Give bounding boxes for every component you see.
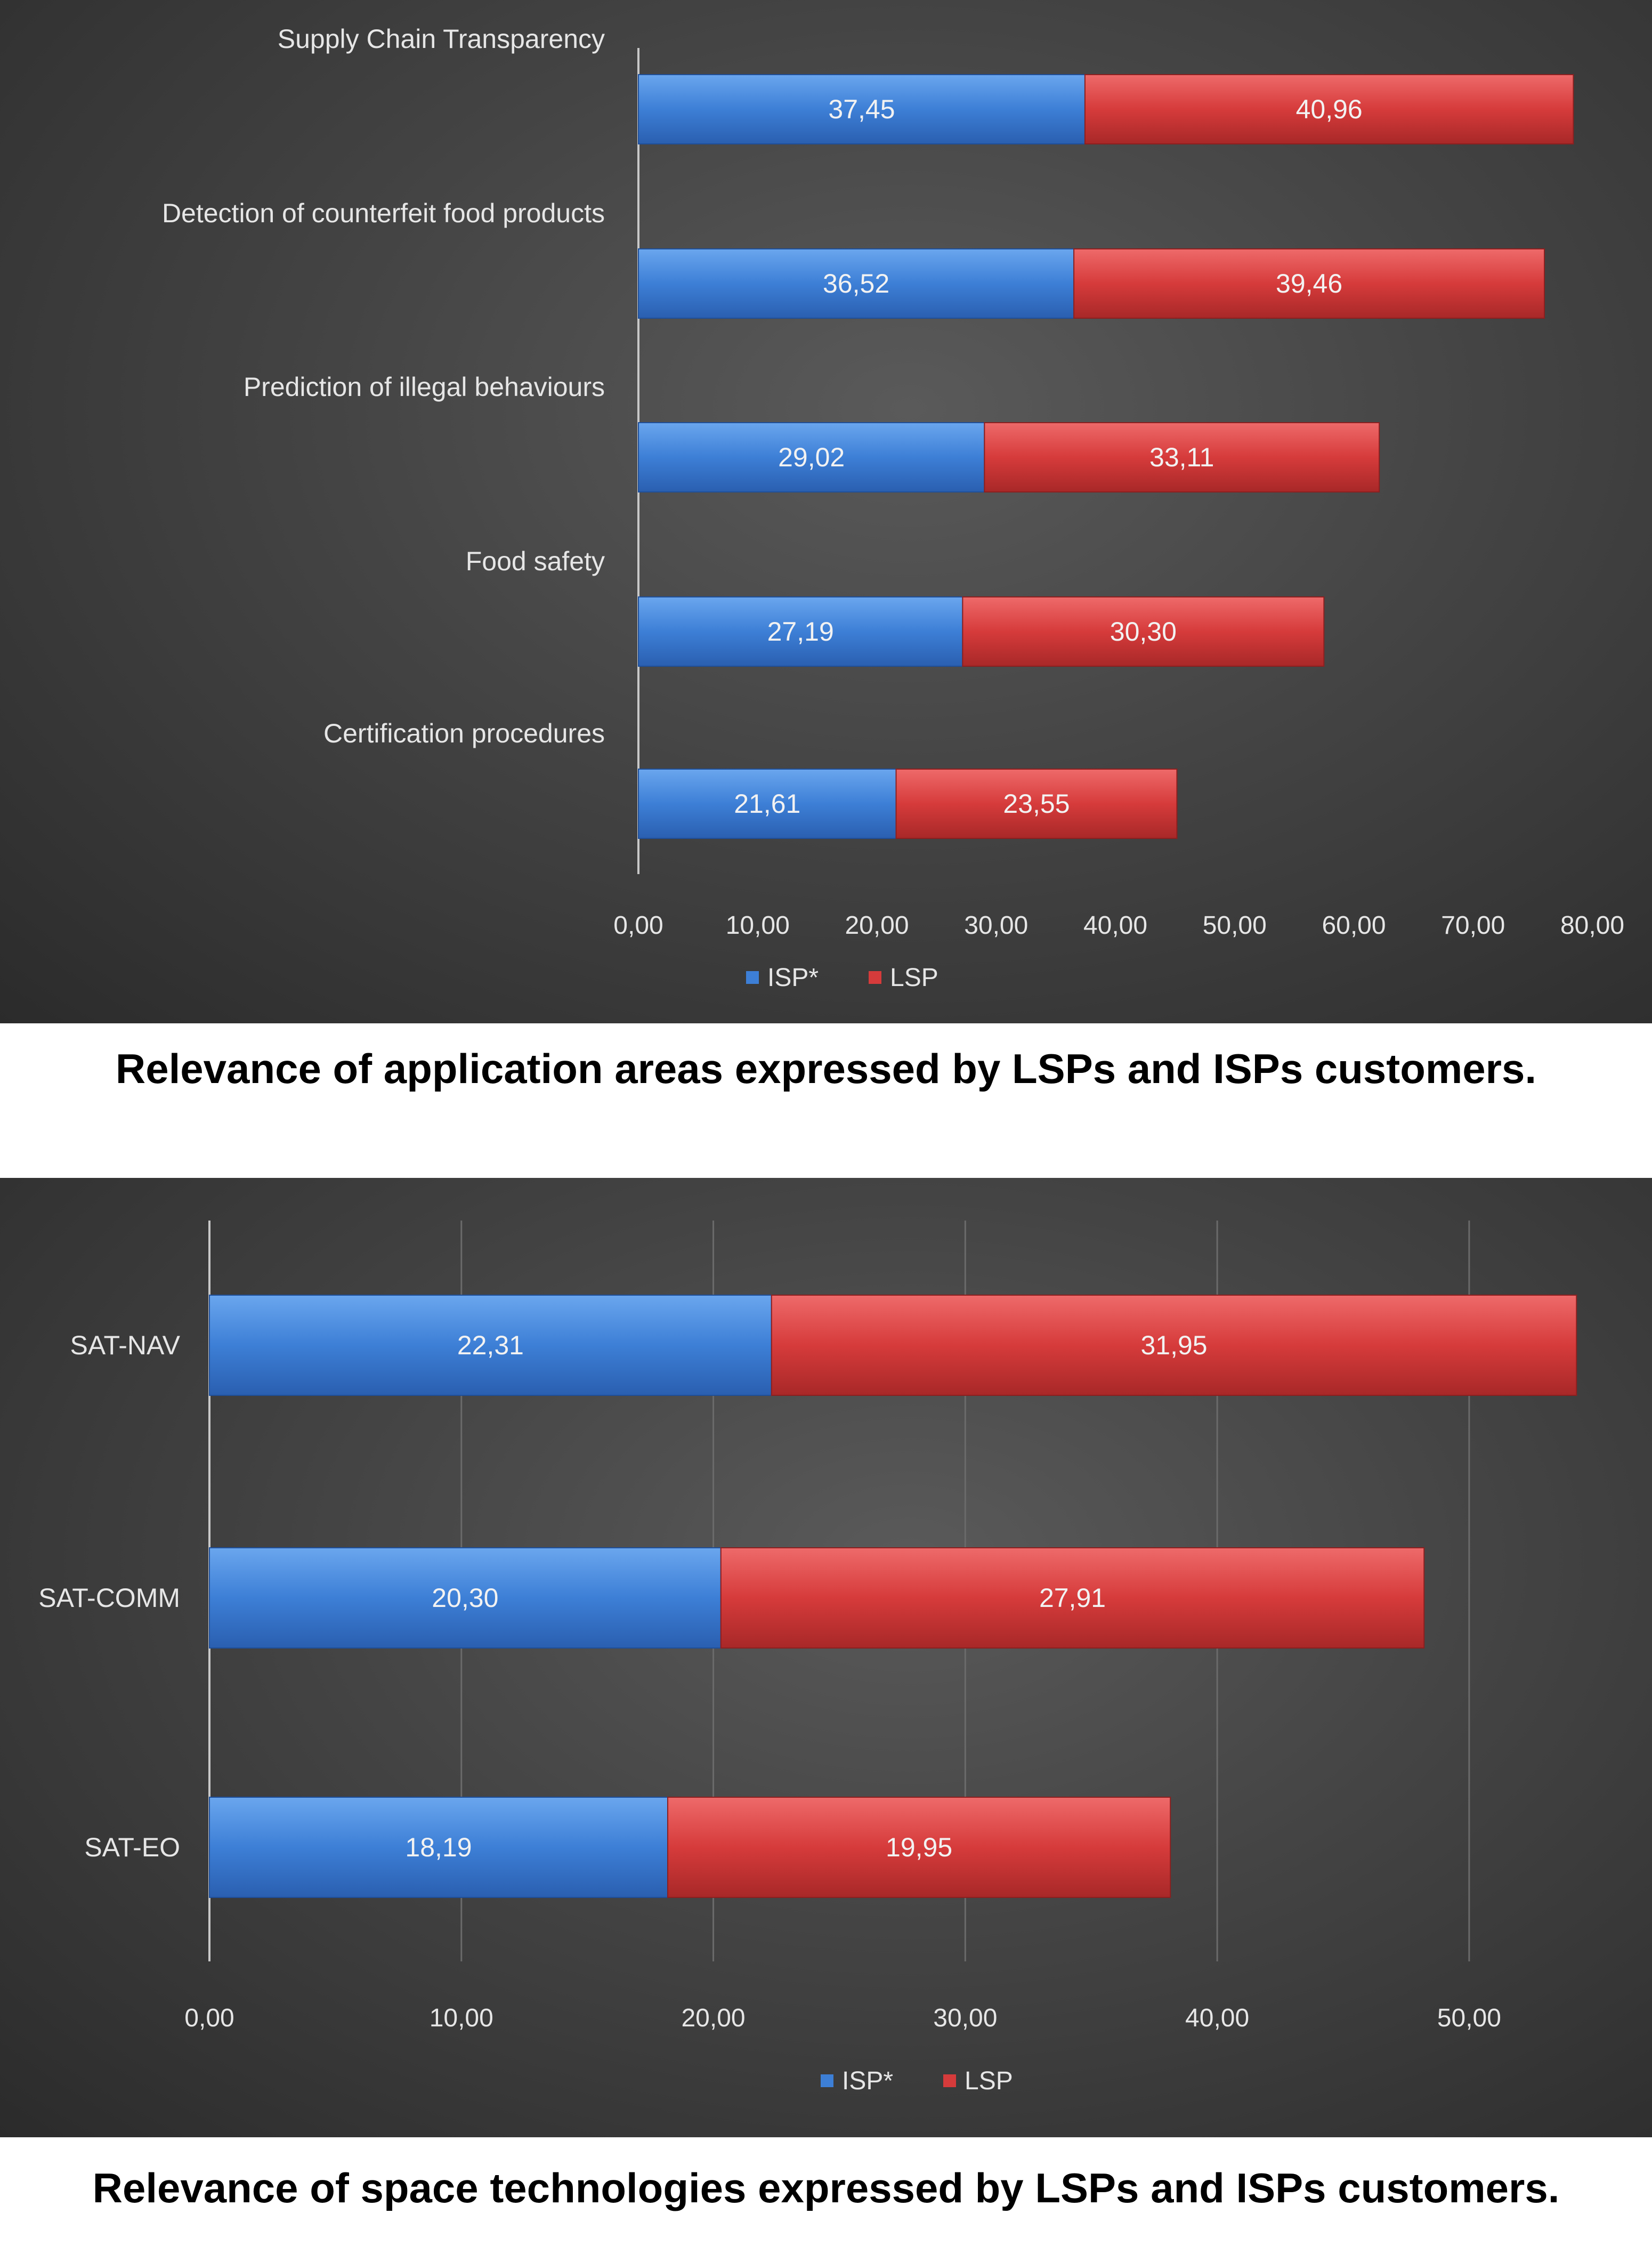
x-tick-label: 60,00: [1322, 911, 1386, 940]
legend-label-isp: ISP*: [767, 964, 819, 992]
category-label: Certification procedures: [323, 718, 605, 748]
x-tick-label: 10,00: [726, 911, 790, 940]
bar-lsp-sat-comm: [720, 1547, 1425, 1649]
chart-space-technologies-svg: 0,00 10,00 20,00 30,00 40,00 50,00 22,31 31,95 S…: [38, 1221, 1577, 2095]
x-tick-label: 50,00: [1203, 911, 1267, 940]
bar-value-label: 23,55: [1003, 789, 1070, 819]
bar-isp-supply-chain-transparency: [638, 74, 1086, 144]
bar-value-label: 36,52: [823, 269, 889, 298]
caption-space-technologies: Relevance of space technologies expresse…: [92, 2164, 1560, 2211]
category-label: Prediction of illegal behaviours: [244, 372, 605, 402]
x-tick-label: 40,00: [1185, 2004, 1249, 2032]
chart-application-areas-svg: 0,00 10,00 20,00 30,00 40,00 50,00 60,00 70,00 8…: [162, 24, 1624, 992]
x-tick-label: 10,00: [430, 2004, 493, 2032]
bar-isp-detection-of-counterfeit-food-products: [638, 248, 1075, 319]
bar-lsp-sat-eo: [667, 1797, 1171, 1898]
bar-value-label: 19,95: [886, 1832, 952, 1862]
bar-value-label: 33,11: [1149, 442, 1214, 472]
bar-lsp-certification-procedures: [895, 769, 1178, 839]
legend-swatch-isp: [746, 971, 759, 984]
chart-space-technologies: 0,00 10,00 20,00 30,00 40,00 50,00 22,31 31,95 S…: [0, 1178, 1652, 2137]
bar-value-label: 21,61: [734, 789, 800, 819]
bar-value-label: 30,30: [1110, 617, 1177, 647]
category-label: SAT-NAV: [70, 1330, 180, 1360]
bar-isp-sat-eo: [209, 1797, 668, 1898]
legend-label-isp: ISP*: [842, 2067, 893, 2095]
legend-label-lsp: LSP: [965, 2067, 1013, 2095]
bar-lsp-detection-of-counterfeit-food-products: [1073, 248, 1545, 319]
legend-swatch-lsp: [869, 971, 881, 984]
x-tick-label: 30,00: [964, 911, 1028, 940]
category-label: Supply Chain Transparency: [278, 24, 605, 54]
chart-application-areas: 0,00 10,00 20,00 30,00 40,00 50,00 60,00 70,00 8…: [0, 0, 1652, 1023]
x-tick-label: 0,00: [184, 2004, 234, 2032]
bar-value-label: 20,30: [432, 1583, 498, 1613]
x-tick-label: 20,00: [845, 911, 909, 940]
bar-isp-sat-nav: [209, 1295, 772, 1396]
bar-value-label: 18,19: [405, 1832, 472, 1862]
x-tick-label: 50,00: [1437, 2004, 1501, 2032]
bar-value-label: 27,19: [767, 617, 834, 647]
x-tick-label: 0,00: [613, 911, 663, 940]
bar-lsp-food-safety: [962, 596, 1325, 667]
bar-isp-certification-procedures: [638, 769, 897, 839]
x-tick-label: 70,00: [1441, 911, 1505, 940]
x-tick-label: 40,00: [1083, 911, 1147, 940]
category-label: SAT-EO: [84, 1832, 180, 1862]
caption-application-areas: Relevance of application areas expressed…: [115, 1045, 1537, 1092]
x-tick-label: 20,00: [681, 2004, 745, 2032]
bar-isp-sat-comm: [209, 1547, 722, 1649]
bar-lsp-supply-chain-transparency: [1084, 74, 1574, 144]
bar-value-label: 31,95: [1140, 1330, 1207, 1360]
bar-value-label: 40,96: [1296, 94, 1363, 124]
bar-lsp-sat-nav: [771, 1295, 1577, 1396]
bar-lsp-prediction-of-illegal-behaviours: [984, 422, 1380, 492]
legend-label-lsp: LSP: [890, 964, 938, 992]
category-label: Detection of counterfeit food products: [162, 198, 605, 228]
bar-value-label: 29,02: [778, 442, 845, 472]
x-tick-label: 80,00: [1560, 911, 1624, 940]
x-tick-label: 30,00: [933, 2004, 997, 2032]
bar-value-label: 22,31: [457, 1330, 524, 1360]
bar-value-label: 39,46: [1276, 269, 1342, 298]
category-label: Food safety: [466, 546, 605, 576]
bar-value-label: 37,45: [828, 94, 895, 124]
category-label: SAT-COMM: [38, 1583, 180, 1613]
legend-swatch-lsp: [943, 2074, 956, 2087]
bar-value-label: 27,91: [1039, 1583, 1106, 1613]
legend-swatch-isp: [821, 2074, 833, 2087]
